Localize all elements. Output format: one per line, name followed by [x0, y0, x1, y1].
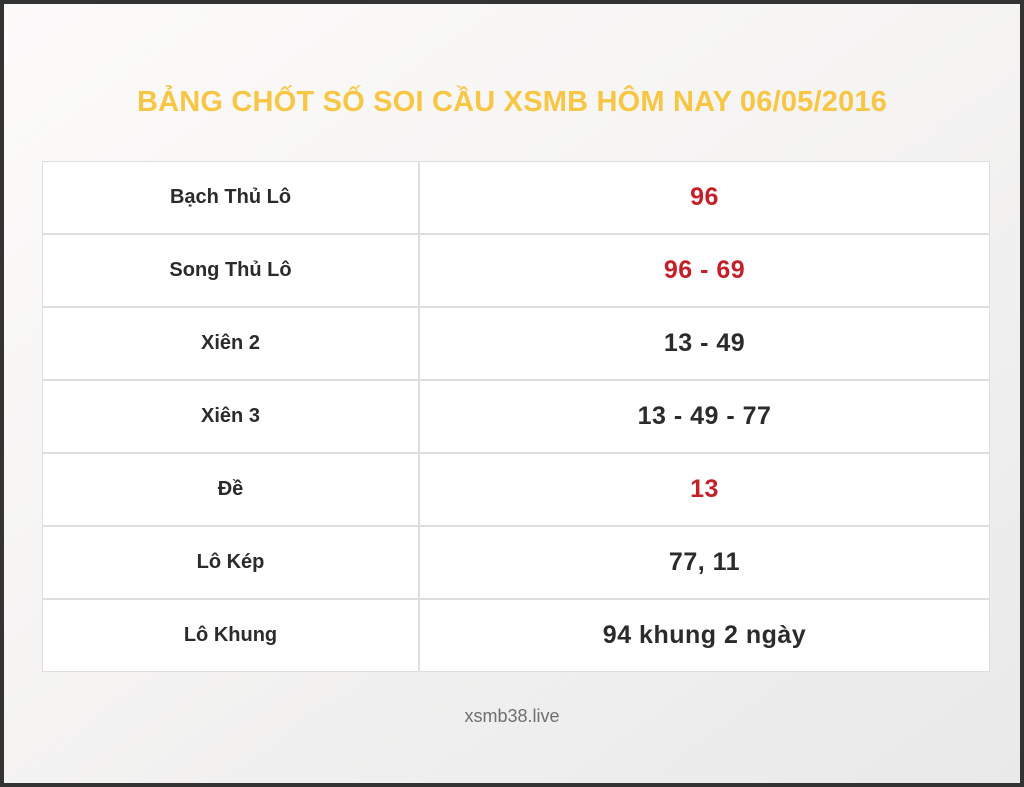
- site-watermark: xsmb38.live: [464, 706, 560, 726]
- row-value: 77, 11: [420, 527, 989, 598]
- page-title: BẢNG CHỐT SỐ SOI CẦU XSMB HÔM NAY 06/05/…: [136, 86, 888, 118]
- row-value: 13 - 49: [420, 308, 989, 379]
- row-label: Xiên 3: [43, 381, 418, 452]
- row-label: Xiên 2: [43, 308, 418, 379]
- row-label: Song Thủ Lô: [43, 235, 418, 306]
- table-row: Xiên 2 13 - 49: [43, 308, 989, 379]
- row-value: 96: [420, 162, 989, 233]
- row-label: Lô Khung: [43, 600, 418, 671]
- table-row: Lô Kép 77, 11: [43, 527, 989, 598]
- table-row: Xiên 3 13 - 49 - 77: [43, 381, 989, 452]
- table-row: Đề 13: [43, 454, 989, 525]
- prediction-table: Bạch Thủ Lô 96 Song Thủ Lô 96 - 69 Xiên 2 13 …: [42, 161, 990, 672]
- row-value: 13: [420, 454, 989, 525]
- row-label: Lô Kép: [43, 527, 418, 598]
- table-row: Lô Khung 94 khung 2 ngày: [43, 600, 989, 671]
- table-row: Song Thủ Lô 96 - 69: [43, 235, 989, 306]
- table-row: Bạch Thủ Lô 96: [43, 162, 989, 233]
- row-label: Bạch Thủ Lô: [43, 162, 418, 233]
- row-value: 94 khung 2 ngày: [420, 600, 989, 671]
- row-value: 96 - 69: [420, 235, 989, 306]
- row-value: 13 - 49 - 77: [420, 381, 989, 452]
- row-label: Đề: [43, 454, 418, 525]
